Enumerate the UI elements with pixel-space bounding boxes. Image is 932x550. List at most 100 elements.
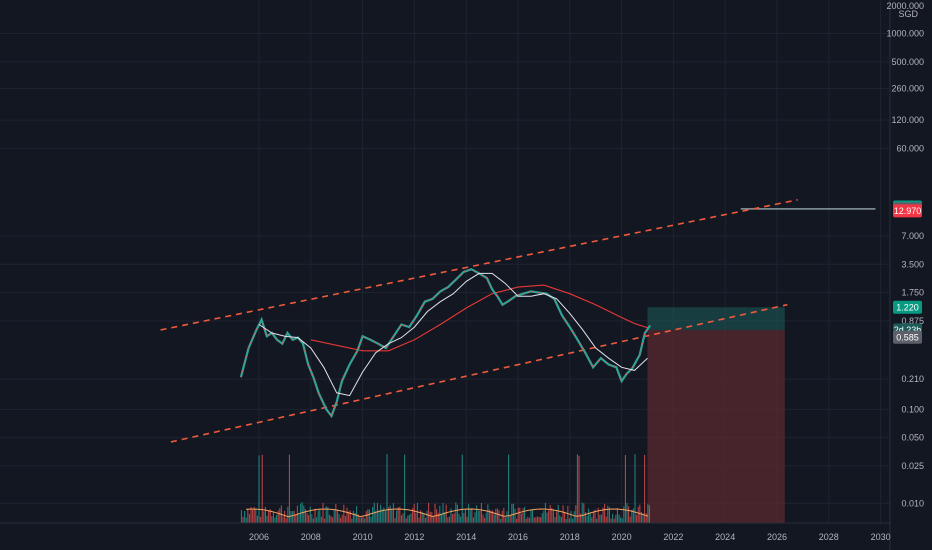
volume-bar [543,510,545,523]
price-tag-box [893,204,922,218]
volume-bar [372,507,374,523]
volume-bar [351,518,353,523]
y-tick-label: 60.000 [896,143,924,153]
y-tick-label: 0.210 [901,374,924,384]
volume-bar [279,508,281,523]
volume-bar [399,506,401,523]
volume-bar [394,518,396,523]
volume-bar [336,510,338,523]
time-axis[interactable]: 2006 2008 2010 2012 2014 2016 2018 2020 2022 2024… [0,522,891,542]
volume-bar [344,516,346,523]
volume-bar [445,504,447,523]
x-tick-label: 2018 [560,532,580,542]
volume-bar [317,510,319,523]
volume-bar [256,515,258,523]
x-tick-label: 2014 [456,532,476,542]
volume-bar [354,512,356,523]
volume-bar [629,516,631,523]
volume-bar [532,509,534,523]
volume-bar [402,513,404,523]
volume-bar [308,515,310,523]
volume-bar [253,506,255,523]
volume-bar [544,502,546,523]
volume-bar [360,517,362,523]
y-tick-label: 1000.000 [886,29,924,39]
volume-bar [594,509,596,523]
y-tick-label: 500.000 [891,57,924,67]
volume-bar [536,516,538,523]
volume-bar [636,514,638,523]
volume-bar [522,508,524,523]
volume-bar [618,514,620,523]
volume-bar [506,511,508,523]
volume-bar [488,509,490,523]
volume-bar [453,513,455,523]
volume-bar [498,510,500,523]
price-axis[interactable]: 2000.000 SGD 1000.000 500.000 260.000 120.0… [886,0,924,550]
x-tick-label: 2024 [715,532,735,542]
volume-bar [572,518,574,523]
volume-bar [464,508,466,523]
volume-bar [493,514,495,523]
x-tick-label: 2016 [508,532,528,542]
volume-bar [575,505,577,523]
volume-bar [525,518,527,523]
volume-bar [375,510,377,523]
volume-bar [407,515,409,523]
ma-fast-line [258,272,648,397]
volume-bar [277,510,279,523]
y-tick-label: 0.050 [901,433,924,443]
channel-upper-line [160,199,798,331]
volume-bar [487,504,489,523]
stop-zone [647,329,785,523]
volume-bar [250,507,252,523]
volume-bar [564,511,566,523]
volume-bar [418,517,420,523]
volume-bar [352,510,354,523]
volume-bar [368,509,370,523]
volume-bar [509,515,511,523]
volume-bar [309,506,311,523]
volume-bar [586,515,588,523]
volume-bar [413,504,415,523]
volume-bar [527,516,529,523]
volume-bar [333,509,335,523]
volume-bar [620,517,622,523]
volume-bar [600,514,602,523]
volume-bar [378,510,380,523]
volume-bar [290,511,292,523]
volume-bar [328,514,330,523]
volume-bar [450,508,452,523]
volume-bar [519,507,521,523]
volume-bar [365,511,367,523]
volume-bar [468,504,470,523]
volume-bar [264,506,266,523]
volume-bar [626,503,628,523]
volume-bar [560,517,562,523]
volume-bar [322,502,324,523]
volume-bar [252,510,254,523]
volume-bar [648,505,650,523]
volume-bar [325,506,327,523]
y-tick-label: 0.010 [901,498,924,508]
volume-bar [520,513,522,523]
volume-bar [621,518,623,523]
volume-bar [597,507,599,523]
volume-bar [634,454,636,523]
trend-channel [160,199,798,443]
volume-bar [512,503,514,523]
volume-bar [508,454,510,523]
volume-bar [330,515,332,523]
volume-bar [444,512,446,523]
volume-bar [364,518,366,523]
volume-bar [645,513,647,523]
volume-bar [613,518,615,523]
volume-bar [367,509,369,523]
volume-bar [548,510,550,523]
volume-bar [266,515,268,523]
price-tag-label: 1.220 [896,302,919,312]
volume-bar [423,513,425,523]
volume-bar [610,518,612,523]
volume-bar [258,455,260,523]
